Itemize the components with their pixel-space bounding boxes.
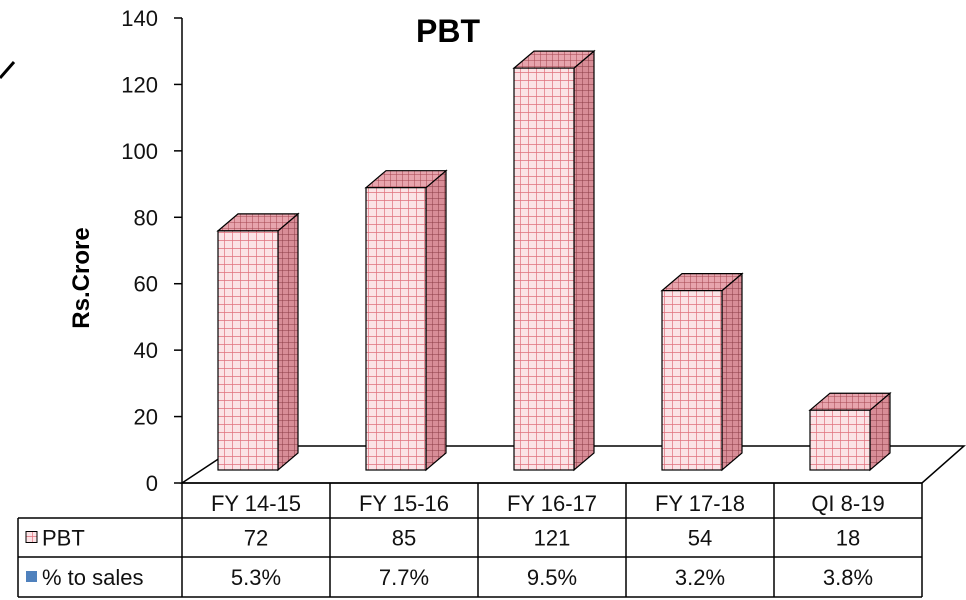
data-label: 7.7% [379, 565, 429, 590]
x-tick-label: QI 8-19 [811, 491, 884, 516]
y-tick-label: 140 [121, 6, 158, 31]
bar-qi-8-19 [808, 391, 892, 472]
bar-side [721, 272, 743, 472]
x-tick-label: FY 15-16 [359, 491, 449, 516]
bar-front [809, 409, 871, 471]
data-label: 18 [836, 526, 860, 551]
y-axis-label: Rs.Crore [68, 227, 95, 328]
data-label: 9.5% [527, 565, 577, 590]
bars [216, 49, 892, 472]
data-label: 85 [392, 526, 416, 551]
bar-fy-17-18 [660, 272, 744, 472]
legend-key-pbt [25, 531, 38, 543]
bar-front [217, 230, 279, 471]
bar-fy-16-17 [512, 49, 596, 472]
legend-label: % to sales [42, 565, 144, 590]
data-label: 72 [244, 526, 268, 551]
x-tick-label: FY 17-18 [655, 491, 745, 516]
corner-mark [0, 61, 16, 79]
data-table: FY 14-15 FY 15-16 FY 16-17 FY 17-18 QI 8-19 P… [17, 482, 923, 598]
y-tick-label: 40 [134, 338, 158, 363]
x-tick-label: FY 14-15 [211, 491, 301, 516]
legend-key-sales [26, 571, 37, 582]
data-label: 3.8% [823, 565, 873, 590]
legend-label: PBT [42, 526, 85, 551]
bar-front [365, 187, 427, 471]
y-tick-label: 20 [134, 405, 158, 430]
y-ticks: 0 20 40 60 80 100 120 140 [121, 6, 182, 496]
y-tick-label: 0 [146, 471, 158, 496]
y-tick-label: 100 [121, 139, 158, 164]
y-tick-label: 60 [134, 272, 158, 297]
bar-fy-14-15 [216, 212, 300, 472]
bar-front [661, 290, 723, 471]
x-tick-label: FY 16-17 [507, 491, 597, 516]
data-label: 5.3% [231, 565, 281, 590]
bar-front [513, 67, 575, 471]
bar-side [425, 169, 447, 472]
data-label: 3.2% [675, 565, 725, 590]
bar-side [573, 49, 595, 472]
data-label: 54 [688, 526, 712, 551]
chart-title: PBT [416, 13, 480, 49]
bar-side [277, 212, 299, 472]
bar-fy-15-16 [364, 169, 448, 472]
data-label: 121 [534, 526, 571, 551]
y-tick-label: 120 [121, 72, 158, 97]
y-tick-label: 80 [134, 205, 158, 230]
